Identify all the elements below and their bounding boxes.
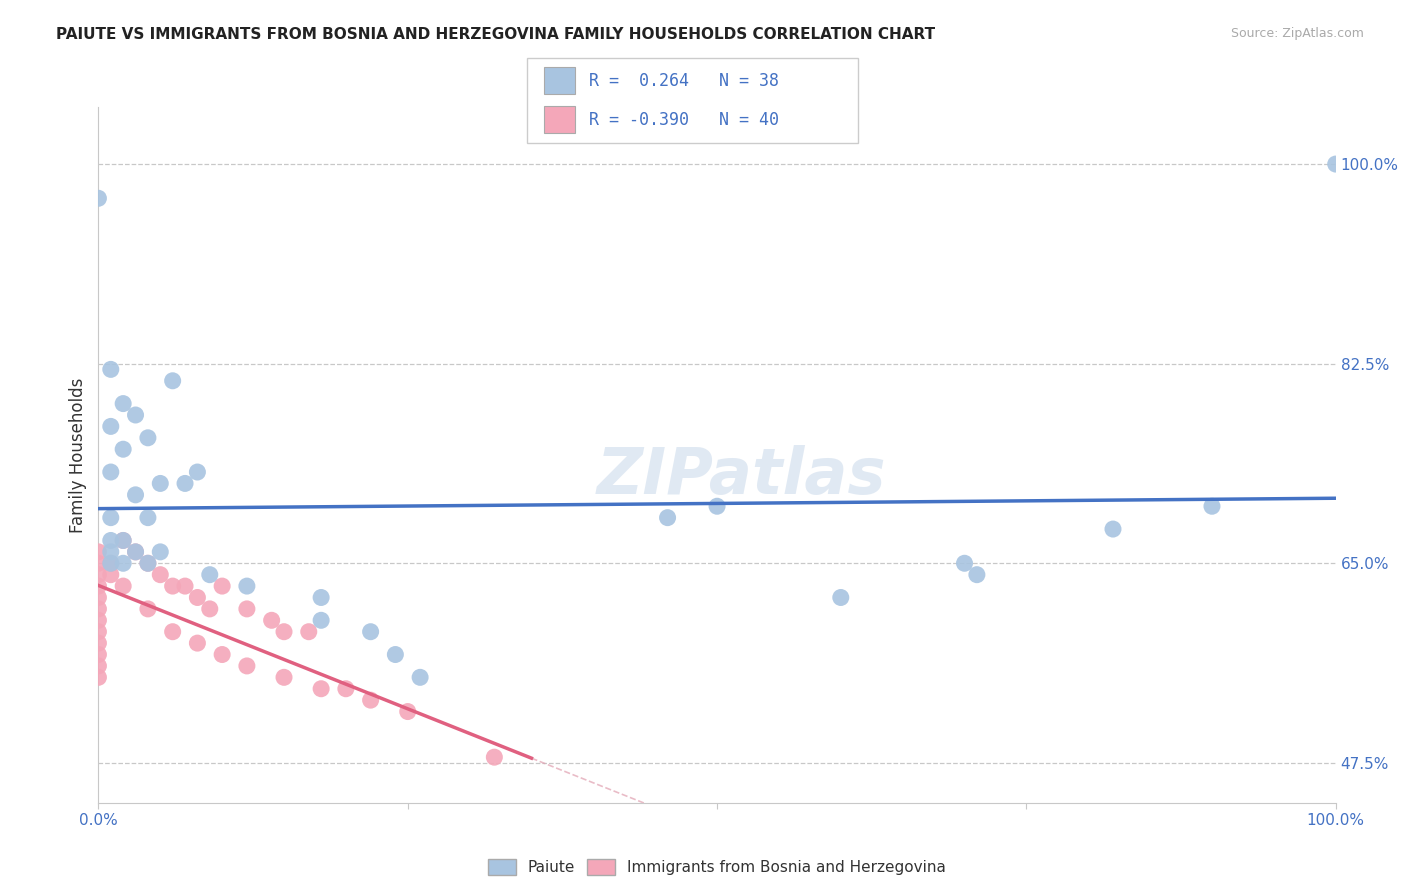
Point bbox=[112, 556, 135, 570]
Point bbox=[162, 374, 184, 388]
Point bbox=[124, 545, 146, 559]
Point bbox=[384, 648, 406, 662]
Point bbox=[174, 579, 197, 593]
Point bbox=[136, 602, 159, 616]
Point bbox=[100, 556, 122, 570]
Point bbox=[273, 624, 295, 639]
Point bbox=[409, 670, 432, 684]
Point bbox=[136, 510, 159, 524]
Point bbox=[186, 591, 208, 605]
Point bbox=[260, 613, 283, 627]
Point bbox=[211, 648, 233, 662]
Text: ZIPatlas: ZIPatlas bbox=[598, 445, 887, 507]
Text: R = -0.390   N = 40: R = -0.390 N = 40 bbox=[589, 111, 779, 128]
Point bbox=[87, 567, 110, 582]
Point bbox=[112, 442, 135, 457]
Point bbox=[100, 362, 122, 376]
Point bbox=[953, 556, 976, 570]
Point bbox=[309, 613, 332, 627]
Point bbox=[136, 556, 159, 570]
Point bbox=[174, 476, 197, 491]
Point bbox=[236, 579, 259, 593]
Point bbox=[136, 431, 159, 445]
Point bbox=[124, 408, 146, 422]
Point bbox=[1201, 500, 1223, 514]
Text: R =  0.264   N = 38: R = 0.264 N = 38 bbox=[589, 72, 779, 90]
Point bbox=[136, 556, 159, 570]
Point bbox=[309, 591, 332, 605]
Point bbox=[112, 533, 135, 548]
Point bbox=[112, 579, 135, 593]
Point bbox=[149, 476, 172, 491]
Point bbox=[124, 545, 146, 559]
Point bbox=[162, 624, 184, 639]
Text: Source: ZipAtlas.com: Source: ZipAtlas.com bbox=[1230, 27, 1364, 40]
Point bbox=[186, 465, 208, 479]
Point bbox=[100, 567, 122, 582]
Point bbox=[830, 591, 852, 605]
Point bbox=[198, 567, 221, 582]
Point bbox=[87, 556, 110, 570]
Point bbox=[87, 602, 110, 616]
Point bbox=[186, 636, 208, 650]
Point bbox=[198, 602, 221, 616]
Point bbox=[124, 488, 146, 502]
Point bbox=[149, 567, 172, 582]
Point bbox=[87, 659, 110, 673]
Point bbox=[100, 510, 122, 524]
Point bbox=[706, 500, 728, 514]
Point bbox=[87, 579, 110, 593]
Point bbox=[100, 533, 122, 548]
Point bbox=[87, 648, 110, 662]
Point bbox=[87, 624, 110, 639]
Point bbox=[236, 659, 259, 673]
Point bbox=[100, 545, 122, 559]
Point bbox=[87, 591, 110, 605]
Point bbox=[1324, 157, 1347, 171]
Y-axis label: Family Households: Family Households bbox=[69, 377, 87, 533]
Point bbox=[360, 693, 382, 707]
Point bbox=[87, 191, 110, 205]
Text: PAIUTE VS IMMIGRANTS FROM BOSNIA AND HERZEGOVINA FAMILY HOUSEHOLDS CORRELATION C: PAIUTE VS IMMIGRANTS FROM BOSNIA AND HER… bbox=[56, 27, 935, 42]
Legend: Paiute, Immigrants from Bosnia and Herzegovina: Paiute, Immigrants from Bosnia and Herze… bbox=[488, 859, 946, 875]
Point bbox=[100, 419, 122, 434]
Point bbox=[360, 624, 382, 639]
Point bbox=[1102, 522, 1125, 536]
Point bbox=[298, 624, 321, 639]
Point bbox=[706, 864, 728, 879]
Point bbox=[657, 510, 679, 524]
Point bbox=[112, 396, 135, 410]
Point bbox=[211, 579, 233, 593]
Point bbox=[966, 567, 988, 582]
Point bbox=[100, 556, 122, 570]
Point bbox=[100, 465, 122, 479]
Point bbox=[273, 670, 295, 684]
Point bbox=[335, 681, 357, 696]
Point bbox=[149, 545, 172, 559]
Point bbox=[484, 750, 506, 764]
Point bbox=[236, 602, 259, 616]
Point bbox=[87, 670, 110, 684]
Point bbox=[309, 681, 332, 696]
Point bbox=[87, 613, 110, 627]
Point bbox=[87, 636, 110, 650]
Point bbox=[162, 579, 184, 593]
Point bbox=[396, 705, 419, 719]
Point bbox=[112, 533, 135, 548]
Point bbox=[87, 545, 110, 559]
